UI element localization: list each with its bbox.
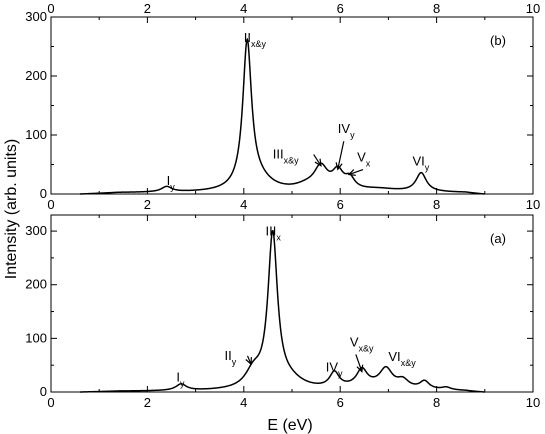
peak-label: Iy bbox=[176, 369, 185, 388]
peak-label: Vx bbox=[357, 150, 371, 169]
peak-label: VIx&y bbox=[388, 349, 416, 368]
top-x-tick-label: 6 bbox=[337, 1, 344, 16]
x-tick-label: 2 bbox=[144, 395, 151, 410]
peak-label: VIy bbox=[413, 154, 430, 173]
annotation-arrow bbox=[348, 168, 364, 176]
panel-label: (b) bbox=[490, 33, 506, 48]
peak-label-main: V bbox=[350, 334, 359, 349]
x-axis-label: E (eV) bbox=[267, 417, 312, 434]
peak-label: IIx&y bbox=[244, 30, 267, 49]
peak-label-sub: y bbox=[338, 369, 343, 379]
peak-label: IVy bbox=[338, 121, 355, 140]
x-tick-label: 0 bbox=[47, 395, 54, 410]
x-tick-label: 2 bbox=[144, 197, 151, 212]
spectrum-line bbox=[79, 37, 485, 195]
y-tick-label: 200 bbox=[25, 277, 47, 292]
peak-label-main: III bbox=[265, 223, 276, 238]
peak-label-main: I bbox=[167, 173, 171, 188]
peak-label-sub: x&y bbox=[401, 358, 417, 368]
peak-label-main: VI bbox=[413, 154, 425, 169]
annotation-arrow bbox=[313, 154, 322, 167]
annotation-arrow bbox=[337, 141, 345, 170]
x-tick-label: 10 bbox=[526, 197, 540, 212]
panel-a: 0 2 4 6 8 100100200300(a)IyIIyIIIxIVyVx&yVIx&… bbox=[25, 214, 540, 410]
top-x-tick-label: 2 bbox=[144, 1, 151, 16]
top-x-tick-label: 0 bbox=[47, 1, 54, 16]
x-tick-label: 0 bbox=[47, 197, 54, 212]
y-tick-label: 0 bbox=[40, 384, 47, 399]
peak-label: IIIx bbox=[265, 223, 281, 242]
y-axis-label: Intensity (arb. units) bbox=[3, 139, 20, 280]
top-x-tick-label: 8 bbox=[433, 1, 440, 16]
spectrum-line bbox=[79, 229, 485, 393]
peak-label: IIy bbox=[225, 348, 237, 367]
x-tick-label: 8 bbox=[433, 197, 440, 212]
annotation-arrow bbox=[355, 354, 363, 372]
peak-label-sub: x&y bbox=[251, 39, 267, 49]
peak-label-main: IV bbox=[326, 360, 339, 375]
x-tick-label: 4 bbox=[240, 395, 247, 410]
annotation-arrow bbox=[246, 355, 252, 365]
peak-label-sub: x&y bbox=[359, 343, 375, 353]
peak-label-sub: x bbox=[276, 232, 281, 242]
panel-b: 0 2 4 6 8 100 2 4 6 8 100100200300(b)IyIIx&yIIIx&y… bbox=[25, 1, 540, 212]
peak-label-main: II bbox=[244, 30, 251, 45]
peak-label-main: VI bbox=[388, 349, 400, 364]
y-tick-label: 200 bbox=[25, 68, 47, 83]
peak-label-sub: x&y bbox=[284, 156, 300, 166]
peak-label: Iy bbox=[167, 173, 176, 192]
plot-frame bbox=[50, 214, 534, 393]
peak-label-sub: y bbox=[350, 130, 355, 140]
y-tick-label: 300 bbox=[25, 9, 47, 24]
x-tick-label: 4 bbox=[240, 197, 247, 212]
top-x-tick-label: 4 bbox=[240, 1, 247, 16]
peak-label-sub: x bbox=[366, 159, 371, 169]
peak-label-sub: y bbox=[425, 163, 430, 173]
y-tick-label: 0 bbox=[40, 186, 47, 201]
x-tick-label: 6 bbox=[337, 395, 344, 410]
annotation-arrow-head bbox=[356, 364, 364, 373]
peak-label-sub: y bbox=[232, 357, 237, 367]
plot-frame bbox=[50, 16, 534, 195]
annotation-arrow-head bbox=[347, 169, 356, 176]
y-tick-label: 100 bbox=[25, 127, 47, 142]
annotation-arrow-head bbox=[245, 357, 252, 366]
x-tick-label: 8 bbox=[433, 395, 440, 410]
peak-label-main: I bbox=[176, 369, 180, 384]
peak-label-main: III bbox=[273, 147, 284, 162]
peak-label-sub: y bbox=[170, 182, 175, 192]
peak-label-main: V bbox=[357, 150, 366, 165]
annotation-arrow-head bbox=[335, 162, 343, 171]
peak-label: IIIx&y bbox=[273, 147, 299, 166]
y-tick-label: 300 bbox=[25, 223, 47, 238]
annotation-arrow-head bbox=[314, 158, 322, 167]
x-tick-label: 6 bbox=[337, 197, 344, 212]
peak-label-main: II bbox=[225, 348, 232, 363]
panel-label: (a) bbox=[490, 231, 506, 246]
peak-label: Vx&y bbox=[350, 334, 374, 353]
peak-label: IVy bbox=[326, 360, 343, 379]
y-tick-label: 100 bbox=[25, 330, 47, 345]
top-x-tick-label: 10 bbox=[526, 1, 540, 16]
peak-label-main: IV bbox=[338, 121, 351, 136]
peak-label-sub: y bbox=[180, 378, 185, 388]
x-tick-label: 10 bbox=[526, 395, 540, 410]
